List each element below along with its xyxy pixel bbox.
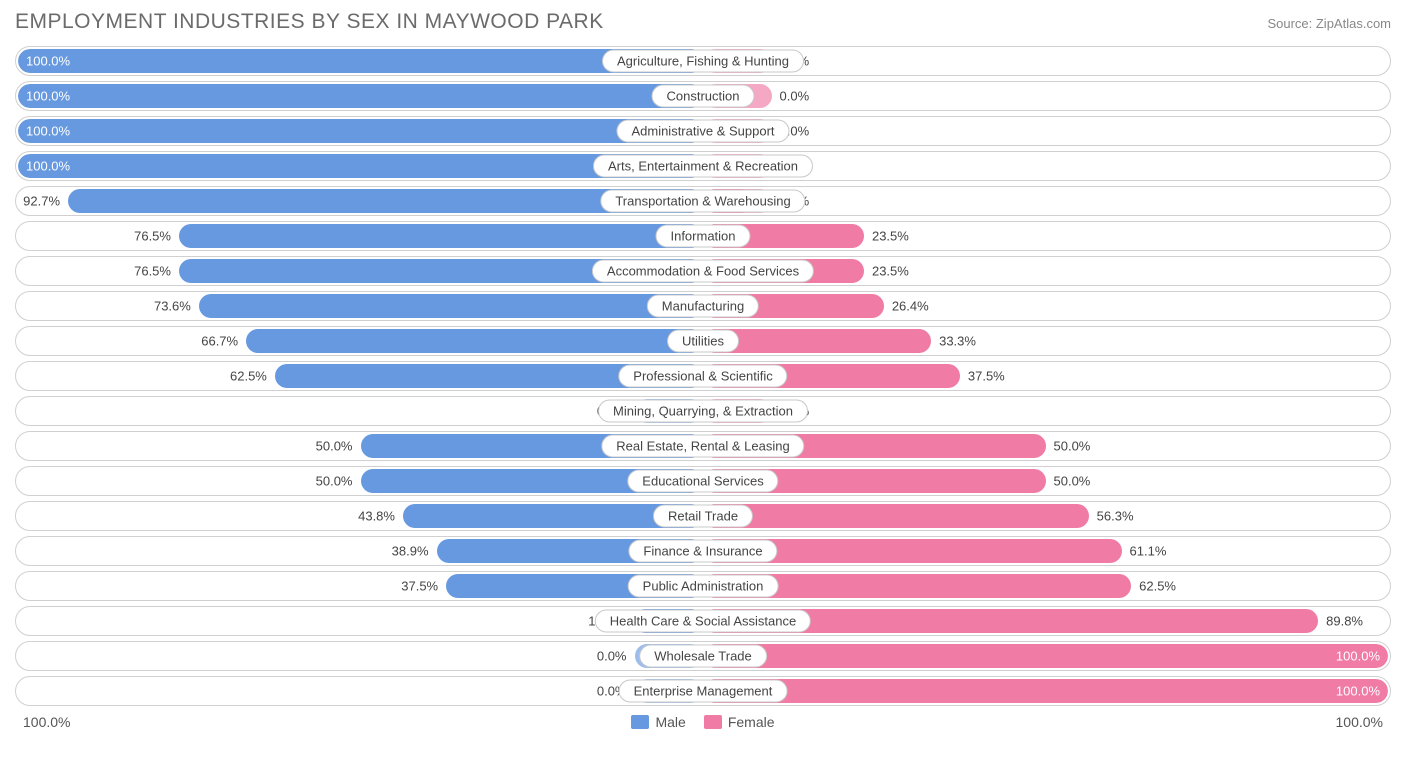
chart-row: 50.0% 50.0% Educational Services (15, 466, 1391, 496)
female-value: 56.3% (1097, 509, 1134, 524)
axis-label-right: 100.0% (1336, 714, 1383, 730)
category-pill: Finance & Insurance (628, 540, 777, 563)
chart-source: Source: ZipAtlas.com (1267, 16, 1391, 31)
male-value: 100.0% (26, 54, 70, 69)
male-value: 73.6% (154, 299, 191, 314)
female-bar (703, 644, 1388, 668)
category-pill: Enterprise Management (619, 680, 788, 703)
male-value: 92.7% (23, 194, 60, 209)
male-value: 0.0% (597, 649, 627, 664)
male-value: 38.9% (392, 544, 429, 559)
male-value: 50.0% (316, 474, 353, 489)
chart-row: 43.8% 56.3% Retail Trade (15, 501, 1391, 531)
male-value: 37.5% (401, 579, 438, 594)
male-value: 100.0% (26, 159, 70, 174)
category-pill: Utilities (667, 330, 739, 353)
female-value: 100.0% (1336, 649, 1380, 664)
male-value: 100.0% (26, 89, 70, 104)
male-bar (199, 294, 703, 318)
category-pill: Arts, Entertainment & Recreation (593, 155, 813, 178)
chart-row: 73.6% 26.4% Manufacturing (15, 291, 1391, 321)
chart-row: 76.5% 23.5% Information (15, 221, 1391, 251)
chart-row: 0.0%0.0%Mining, Quarrying, & Extraction (15, 396, 1391, 426)
chart-header: EMPLOYMENT INDUSTRIES BY SEX IN MAYWOOD … (15, 10, 1391, 34)
chart-row: 100.0%0.0%Arts, Entertainment & Recreati… (15, 151, 1391, 181)
female-value: 37.5% (968, 369, 1005, 384)
chart-row: 62.5% 37.5% Professional & Scientific (15, 361, 1391, 391)
male-value: 62.5% (230, 369, 267, 384)
axis-label-left: 100.0% (23, 714, 70, 730)
category-pill: Public Administration (628, 575, 779, 598)
chart-row: 37.5% 62.5% Public Administration (15, 571, 1391, 601)
female-bar (703, 679, 1388, 703)
male-value: 76.5% (134, 229, 171, 244)
female-swatch (704, 715, 722, 729)
female-value: 33.3% (939, 334, 976, 349)
category-pill: Educational Services (627, 470, 778, 493)
male-bar (18, 119, 703, 143)
chart-row: 100.0%0.0%Administrative & Support (15, 116, 1391, 146)
female-value: 50.0% (1054, 439, 1091, 454)
category-pill: Manufacturing (647, 295, 759, 318)
male-value: 66.7% (201, 334, 238, 349)
male-bar (246, 329, 703, 353)
category-pill: Transportation & Warehousing (600, 190, 805, 213)
chart-row: 76.5% 23.5% Accommodation & Food Services (15, 256, 1391, 286)
male-swatch (631, 715, 649, 729)
female-value: 50.0% (1054, 474, 1091, 489)
category-pill: Construction (652, 85, 755, 108)
male-bar (179, 224, 703, 248)
legend-female-label: Female (728, 714, 775, 730)
category-pill: Health Care & Social Assistance (595, 610, 811, 633)
female-value: 62.5% (1139, 579, 1176, 594)
chart-row: 10.2%89.8%Health Care & Social Assistanc… (15, 606, 1391, 636)
chart-row: 100.0%0.0%Agriculture, Fishing & Hunting (15, 46, 1391, 76)
chart-row: 0.0% 100.0% Wholesale Trade (15, 641, 1391, 671)
category-pill: Real Estate, Rental & Leasing (601, 435, 804, 458)
diverging-bar-chart: 100.0%0.0%Agriculture, Fishing & Hunting… (15, 46, 1391, 706)
chart-row: 66.7% 33.3% Utilities (15, 326, 1391, 356)
chart-row: 38.9% 61.1% Finance & Insurance (15, 536, 1391, 566)
male-value: 50.0% (316, 439, 353, 454)
chart-title: EMPLOYMENT INDUSTRIES BY SEX IN MAYWOOD … (15, 10, 604, 34)
chart-footer: 100.0% Male Female 100.0% (15, 714, 1391, 730)
category-pill: Professional & Scientific (618, 365, 787, 388)
female-value: 100.0% (1336, 684, 1380, 699)
chart-row: 50.0% 50.0% Real Estate, Rental & Leasing (15, 431, 1391, 461)
category-pill: Administrative & Support (616, 120, 789, 143)
category-pill: Wholesale Trade (639, 645, 767, 668)
legend-male-label: Male (655, 714, 685, 730)
female-value: 23.5% (872, 264, 909, 279)
category-pill: Mining, Quarrying, & Extraction (598, 400, 808, 423)
legend-male: Male (631, 714, 685, 730)
male-value: 76.5% (134, 264, 171, 279)
chart-row: 92.7%7.3%Transportation & Warehousing (15, 186, 1391, 216)
male-bar (18, 49, 703, 73)
female-value: 0.0% (780, 89, 810, 104)
chart-row: 100.0% 0.0% Construction (15, 81, 1391, 111)
female-value: 26.4% (892, 299, 929, 314)
category-pill: Agriculture, Fishing & Hunting (602, 50, 804, 73)
legend: Male Female (631, 714, 774, 730)
female-bar (703, 504, 1089, 528)
female-value: 61.1% (1130, 544, 1167, 559)
male-bar (18, 84, 703, 108)
male-value: 43.8% (358, 509, 395, 524)
chart-row: 0.0%100.0%Enterprise Management (15, 676, 1391, 706)
female-value: 23.5% (872, 229, 909, 244)
category-pill: Accommodation & Food Services (592, 260, 814, 283)
male-value: 100.0% (26, 124, 70, 139)
category-pill: Retail Trade (653, 505, 753, 528)
female-value: 89.8% (1326, 614, 1363, 629)
legend-female: Female (704, 714, 775, 730)
category-pill: Information (655, 225, 750, 248)
